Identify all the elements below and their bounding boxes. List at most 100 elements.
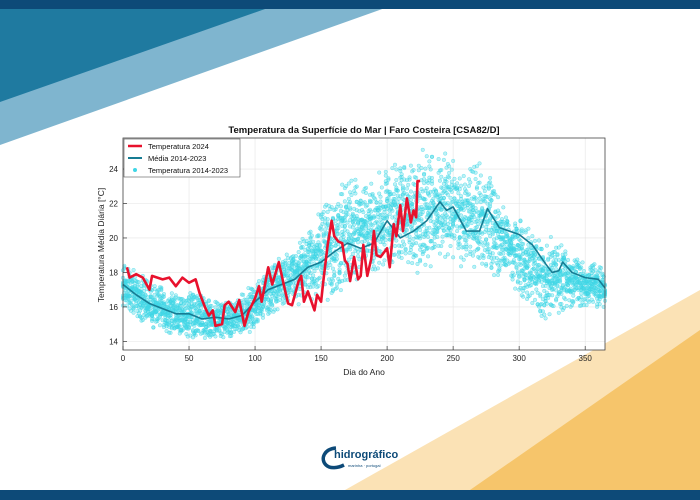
scatter-point — [414, 241, 419, 246]
scatter-point — [551, 304, 556, 309]
scatter-point — [297, 240, 303, 245]
y-tick-label: 20 — [109, 234, 118, 243]
scatter-point — [342, 224, 347, 229]
scatter-point — [209, 304, 214, 309]
scatter-point — [477, 235, 482, 240]
x-tick-label: 300 — [512, 354, 526, 363]
scatter-point — [329, 244, 334, 249]
chart-title: Temperatura da Superfície do Mar | Faro … — [228, 125, 499, 136]
scatter-point — [555, 284, 560, 289]
scatter-point — [543, 316, 548, 321]
scatter-point — [415, 270, 420, 275]
scatter-point — [464, 244, 469, 249]
scatter-point — [564, 303, 569, 308]
scatter-point — [408, 163, 413, 168]
scatter-point — [293, 253, 299, 259]
scatter-point — [135, 284, 140, 289]
scatter-point — [517, 274, 522, 280]
y-tick-label: 22 — [109, 199, 118, 208]
scatter-point — [167, 330, 172, 335]
scatter-point — [395, 188, 400, 193]
scatter-point — [556, 310, 561, 315]
scatter-point — [422, 171, 427, 176]
scatter-point — [196, 328, 201, 333]
scatter-point — [447, 175, 452, 180]
scatter-point — [392, 243, 398, 249]
scatter-point — [459, 264, 464, 269]
scatter-point — [445, 252, 450, 257]
x-tick-label: 200 — [380, 354, 394, 363]
scatter-point — [452, 176, 457, 181]
scatter-point — [414, 175, 419, 180]
scatter-point — [356, 240, 361, 245]
scatter-point — [353, 191, 358, 196]
scatter-point — [425, 234, 431, 240]
scatter-point — [325, 297, 330, 302]
scatter-point — [337, 269, 342, 274]
scatter-point — [435, 234, 440, 240]
scatter-point — [383, 237, 388, 243]
scatter-point — [402, 164, 407, 170]
scatter-point — [544, 243, 549, 248]
scatter-point — [423, 166, 428, 171]
scatter-point — [495, 195, 501, 200]
scatter-point — [425, 254, 431, 259]
scatter-point — [394, 177, 399, 183]
scatter-point — [548, 234, 553, 240]
scatter-point — [477, 180, 482, 185]
scatter-point — [334, 285, 339, 290]
scatter-point — [474, 164, 479, 169]
scatter-point — [466, 192, 472, 197]
scatter-point — [352, 222, 357, 227]
scatter-point — [485, 243, 490, 248]
scatter-point — [131, 310, 136, 315]
scatter-point — [511, 273, 516, 278]
scatter-point — [127, 306, 132, 311]
scatter-point — [441, 157, 446, 162]
scatter-point — [526, 226, 531, 231]
scatter-point — [466, 183, 472, 189]
scatter-point — [392, 162, 398, 167]
scatter-point — [473, 196, 478, 201]
scatter-point — [490, 259, 495, 264]
scatter-point — [407, 177, 412, 182]
scatter-point — [451, 158, 456, 163]
scatter-point — [338, 204, 343, 209]
scatter-point — [457, 187, 462, 192]
scatter-point — [374, 200, 379, 205]
scatter-point — [532, 238, 538, 243]
scatter-point — [518, 280, 523, 286]
scatter-point — [464, 253, 469, 258]
scatter-point — [530, 290, 535, 295]
scatter-point — [143, 292, 148, 297]
scatter-point — [142, 284, 147, 289]
scatter-point — [465, 223, 470, 228]
scatter-point — [515, 269, 520, 274]
scatter-point — [473, 176, 478, 182]
scatter-point — [518, 254, 523, 259]
scatter-point — [193, 333, 198, 338]
scatter-point — [513, 286, 518, 291]
scatter-point — [505, 232, 510, 237]
scatter-point — [325, 221, 330, 226]
scatter-point — [563, 297, 568, 302]
scatter-point — [346, 181, 351, 186]
scatter-point — [296, 302, 301, 307]
scatter-point — [408, 248, 413, 253]
scatter-point — [392, 182, 398, 187]
legend-label-scatter: Temperatura 2014-2023 — [148, 166, 228, 175]
scatter-point — [461, 173, 466, 179]
scatter-point — [256, 279, 262, 284]
scatter-point — [440, 239, 445, 244]
scatter-point — [309, 233, 314, 238]
scatter-point — [198, 306, 203, 311]
scatter-point — [382, 234, 387, 239]
scatter-point — [124, 303, 130, 308]
scatter-point — [385, 181, 390, 186]
scatter-point — [419, 165, 424, 171]
scatter-point — [325, 209, 330, 214]
scatter-point — [317, 242, 322, 247]
scatter-point — [420, 210, 425, 215]
scatter-point — [477, 161, 482, 166]
scatter-point — [414, 253, 419, 258]
